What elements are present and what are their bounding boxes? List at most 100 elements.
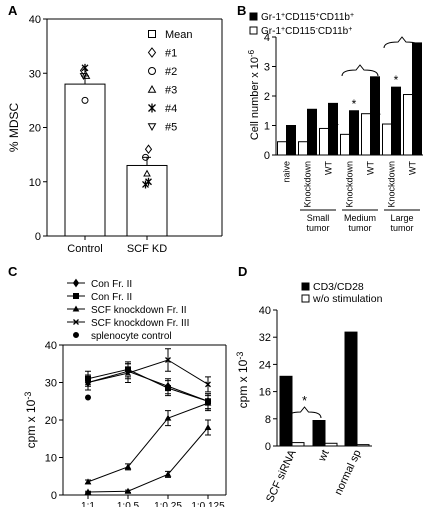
panel-b-y-label: Cell number x 10-6 [247, 49, 261, 140]
panel-a-point [142, 180, 149, 189]
panel-a-point [144, 144, 153, 155]
panel-c-legend-label: SCF knockdown Fr. II [91, 305, 187, 316]
panel-d-bar [312, 420, 326, 447]
panel-c-legend-label: Con Fr. II [91, 279, 132, 290]
panel-a-legend-label: #4 [165, 103, 177, 115]
panel-d-bar [356, 444, 370, 447]
panel-d-y-tick-label: 8 [265, 414, 271, 426]
panel-c-x-tick-label: 1:0.125 [191, 501, 225, 507]
panel-a-legend-label: #3 [165, 85, 177, 97]
panel-a-y-tick-label: 40 [29, 14, 41, 26]
panel-b-bar [277, 141, 287, 156]
panel-d-y-tick-label: 24 [259, 359, 271, 371]
panel-c-point [204, 399, 212, 406]
panel-c-point [124, 463, 132, 470]
panel-b-bar [340, 133, 350, 156]
panel-c-series-line [87, 359, 209, 385]
panel-d-legend-label: w/o stimulation [312, 293, 383, 305]
panel-c-point [165, 385, 171, 392]
panel-c-legend-marker [73, 319, 79, 325]
panel-b-x-tick-label: Knockdown [345, 161, 355, 208]
panel-a-point [81, 63, 89, 72]
panel-b-legend-swatch [249, 12, 258, 21]
panel-a-legend-marker [148, 30, 156, 38]
panel-c-series-line [87, 370, 209, 402]
panel-c-point [124, 487, 132, 494]
panel-b-bar [298, 141, 308, 156]
panel-b-group-label: tumor [390, 223, 413, 233]
panel-c-series-line [87, 368, 209, 402]
panel-c-legend-label: Con Fr. II [91, 292, 132, 303]
panel-b-group-label: Small [307, 213, 330, 223]
panel-c-point [85, 379, 91, 386]
panel-c-point [84, 488, 92, 495]
panel-b-y-tick-label: 4 [264, 32, 270, 44]
panel-b-bar [361, 113, 371, 156]
panel-b-bar [349, 110, 359, 156]
panel-b-bar [403, 94, 413, 156]
panel-a-legend-label: #1 [165, 48, 177, 60]
panel-d-bar [344, 331, 358, 447]
panel-d-x-tick-label: SCF siRNA [264, 448, 299, 505]
panel-c-y-tick-label: 40 [45, 340, 57, 352]
panel-b-group-label: Large [390, 213, 413, 223]
panel-c-x-tick-label: 1:0.25 [154, 501, 182, 507]
panel-a-y-tick-label: 10 [29, 177, 41, 189]
panel-a-legend-marker [148, 103, 156, 113]
panel-b-brace [383, 36, 421, 49]
panel-a-chart: 0 10 20 30 40 % MDSC Control SCF KD Mean #1 #2 #3 #4… [7, 14, 223, 255]
panel-a-point [79, 73, 88, 80]
panel-a-legend-marker [148, 67, 156, 75]
panel-b-x-tick-label: WT [408, 161, 418, 175]
panel-d-significance: * [302, 393, 307, 408]
panel-a-legend-marker [147, 84, 157, 93]
panel-d-y-label: cpm x 10-3 [235, 352, 250, 409]
panel-d-y-tick-label: 40 [259, 305, 271, 317]
panel-c-legend-label: SCF knockdown Fr. III [91, 318, 189, 329]
panel-b-bar [319, 127, 329, 156]
panel-c-point [204, 423, 212, 430]
panel-c-point [164, 414, 172, 421]
panel-a-legend-marker [147, 123, 157, 132]
panel-c-x-tick-label: 1:1 [81, 501, 95, 507]
panel-b-bar [391, 86, 401, 156]
panel-b-bar [328, 102, 338, 156]
panel-c-series-line [87, 427, 209, 493]
panel-a-y-tick-label: 20 [29, 123, 41, 135]
panel-b-bar [370, 76, 380, 156]
panel-a-y-label: % MDSC [7, 103, 21, 153]
panel-a-point [142, 153, 149, 161]
panel-b-y-tick-label: 0 [264, 150, 270, 162]
panel-c-legend-marker [73, 293, 79, 299]
panel-c-y-tick-label: 10 [45, 453, 57, 465]
panel-c-chart: 0 10 20 30 40 cpm x 10-3 1:1 1:0.5 1:0.25 1:0.125… [23, 278, 227, 507]
panel-d-x-tick-label: wt [316, 448, 332, 464]
panel-b-significance: * [352, 97, 357, 111]
panel-c-y-label: cpm x 10-3 [23, 392, 38, 449]
panel-b-letter: B [237, 3, 246, 18]
panel-b-significance: * [376, 110, 381, 124]
panel-b-x-tick-label: naive [282, 161, 292, 183]
panel-b-significance: * [334, 120, 339, 134]
panel-c-point [205, 381, 211, 388]
panel-d-y-tick-label: 0 [265, 441, 271, 453]
panel-b-y-tick-label: 1 [264, 121, 270, 133]
panel-d-x-tick-label: normal sp [332, 448, 363, 497]
panel-c-point [85, 394, 91, 401]
panel-c-letter: C [8, 264, 18, 279]
panel-b-bar [382, 123, 392, 156]
panel-c-y-tick-label: 30 [45, 378, 57, 390]
panel-a-legend-label: #2 [165, 66, 177, 78]
panel-b-bar [412, 42, 422, 156]
panel-a-y-tick-label: 30 [29, 68, 41, 80]
panel-d-bar [324, 442, 338, 447]
panel-d-legend-swatch [301, 294, 310, 303]
panel-b-y-tick-label: 2 [264, 91, 270, 103]
panel-d-bar [279, 375, 293, 447]
panel-b-y-tick-label: 3 [264, 62, 270, 74]
panel-b-x-tick-label: Knockdown [303, 161, 313, 208]
panel-c-legend-marker [72, 305, 80, 312]
panel-c-point [164, 470, 172, 477]
panel-b-x-tick-label: WT [324, 161, 334, 175]
